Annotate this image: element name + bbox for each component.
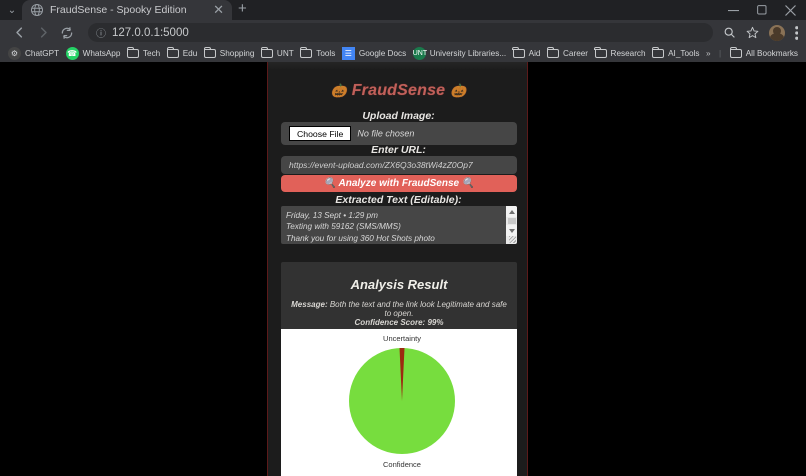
svg-text:Uncertainty: Uncertainty — [383, 334, 421, 343]
svg-text:Confidence: Confidence — [383, 460, 421, 469]
